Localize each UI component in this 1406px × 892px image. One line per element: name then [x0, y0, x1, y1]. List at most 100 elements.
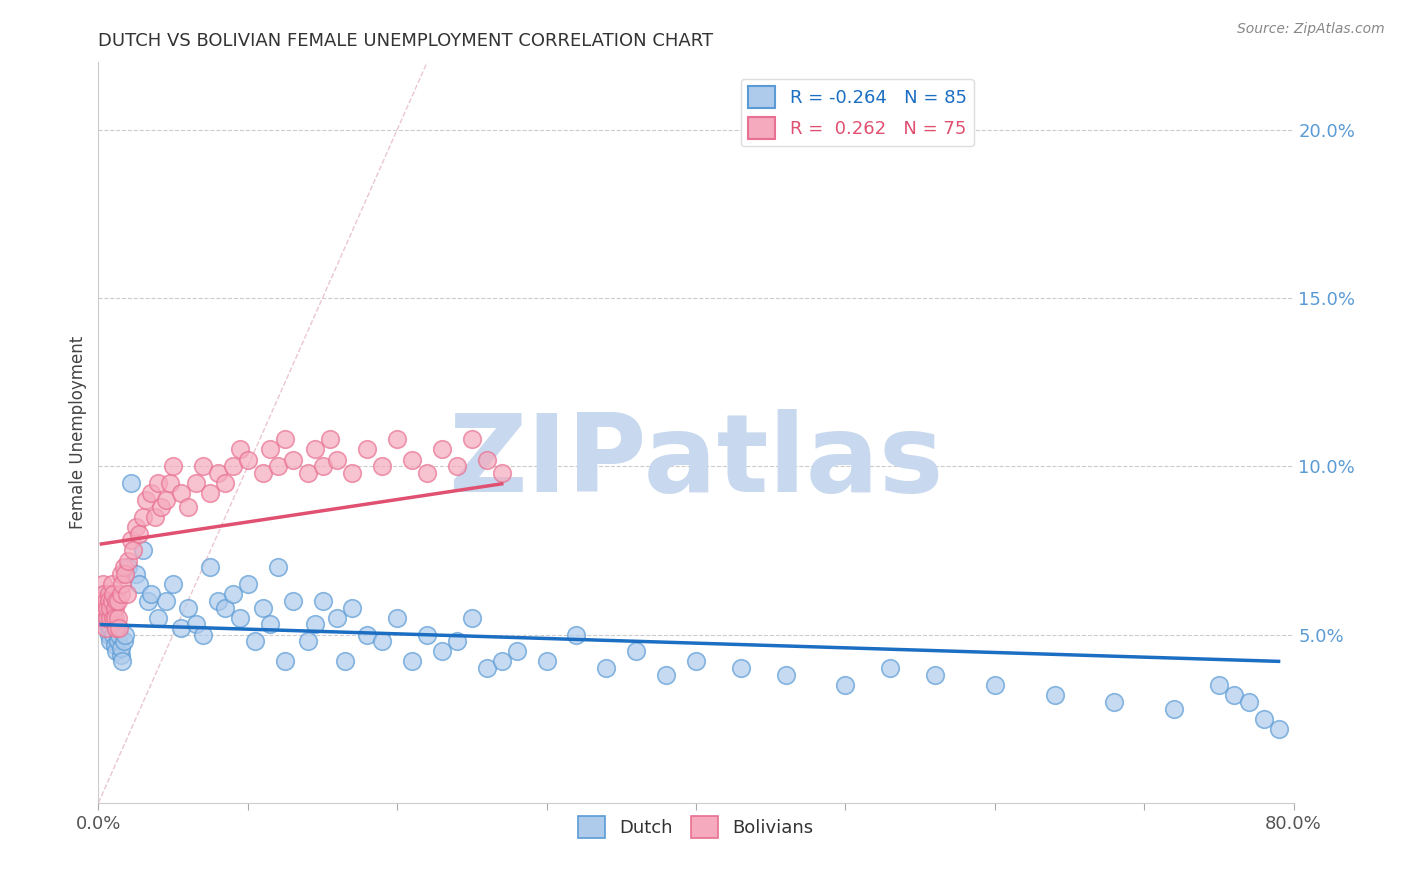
Point — [169, 486, 191, 500]
Point — [297, 634, 319, 648]
Point — [191, 627, 214, 641]
Point — [132, 509, 155, 524]
Point — [148, 610, 170, 624]
Point — [150, 500, 173, 514]
Point — [214, 600, 236, 615]
Point — [91, 577, 114, 591]
Point — [326, 452, 349, 467]
Point — [114, 566, 136, 581]
Point — [98, 634, 122, 648]
Point — [96, 617, 118, 632]
Point — [267, 459, 290, 474]
Point — [148, 476, 170, 491]
Point — [385, 610, 409, 624]
Text: DUTCH VS BOLIVIAN FEMALE UNEMPLOYMENT CORRELATION CHART: DUTCH VS BOLIVIAN FEMALE UNEMPLOYMENT CO… — [98, 32, 714, 50]
Point — [93, 587, 115, 601]
Point — [103, 610, 125, 624]
Point — [128, 577, 150, 591]
Point — [446, 634, 468, 648]
Point — [107, 610, 129, 624]
Point — [107, 634, 129, 648]
Point — [506, 644, 529, 658]
Point — [98, 610, 122, 624]
Point — [371, 634, 394, 648]
Point — [169, 621, 191, 635]
Point — [108, 627, 131, 641]
Point — [304, 442, 326, 457]
Point — [110, 640, 132, 655]
Point — [120, 476, 142, 491]
Point — [97, 587, 120, 601]
Point — [281, 594, 304, 608]
Point — [155, 594, 177, 608]
Point — [356, 627, 378, 641]
Point — [274, 433, 297, 447]
Point — [104, 638, 127, 652]
Point — [1253, 712, 1275, 726]
Point — [229, 442, 252, 457]
Point — [177, 500, 200, 514]
Point — [117, 560, 139, 574]
Point — [385, 433, 409, 447]
Point — [1104, 695, 1126, 709]
Point — [101, 577, 124, 591]
Point — [184, 476, 207, 491]
Point — [94, 604, 117, 618]
Point — [105, 621, 128, 635]
Point — [91, 610, 114, 624]
Point — [107, 594, 129, 608]
Text: ZIPatlas: ZIPatlas — [449, 409, 943, 516]
Point — [112, 560, 135, 574]
Point — [446, 459, 468, 474]
Point — [245, 634, 267, 648]
Point — [96, 600, 118, 615]
Point — [191, 459, 214, 474]
Point — [90, 594, 112, 608]
Point — [121, 543, 143, 558]
Point — [128, 526, 150, 541]
Point — [155, 492, 177, 507]
Point — [491, 466, 513, 480]
Point — [104, 600, 127, 615]
Point — [416, 466, 439, 480]
Point — [356, 442, 378, 457]
Point — [655, 668, 678, 682]
Point — [111, 577, 134, 591]
Point — [94, 594, 117, 608]
Point — [96, 610, 118, 624]
Point — [184, 617, 207, 632]
Point — [430, 644, 453, 658]
Point — [834, 678, 856, 692]
Point — [229, 610, 252, 624]
Point — [281, 452, 304, 467]
Point — [401, 452, 423, 467]
Point — [110, 587, 132, 601]
Point — [1237, 695, 1260, 709]
Point — [401, 655, 423, 669]
Point — [117, 553, 139, 567]
Point — [105, 644, 128, 658]
Point — [108, 621, 131, 635]
Point — [416, 627, 439, 641]
Point — [252, 466, 274, 480]
Point — [103, 627, 125, 641]
Point — [333, 655, 356, 669]
Point — [595, 661, 617, 675]
Point — [304, 617, 326, 632]
Point — [97, 627, 120, 641]
Point — [91, 600, 114, 615]
Point — [1208, 678, 1230, 692]
Point — [110, 566, 132, 581]
Point — [101, 594, 124, 608]
Point — [90, 594, 112, 608]
Point — [94, 610, 117, 624]
Point — [125, 566, 148, 581]
Point — [924, 668, 946, 682]
Text: Source: ZipAtlas.com: Source: ZipAtlas.com — [1237, 22, 1385, 37]
Point — [98, 621, 122, 635]
Point — [207, 594, 229, 608]
Point — [132, 543, 155, 558]
Point — [536, 655, 558, 669]
Point — [685, 655, 707, 669]
Point — [1223, 688, 1246, 702]
